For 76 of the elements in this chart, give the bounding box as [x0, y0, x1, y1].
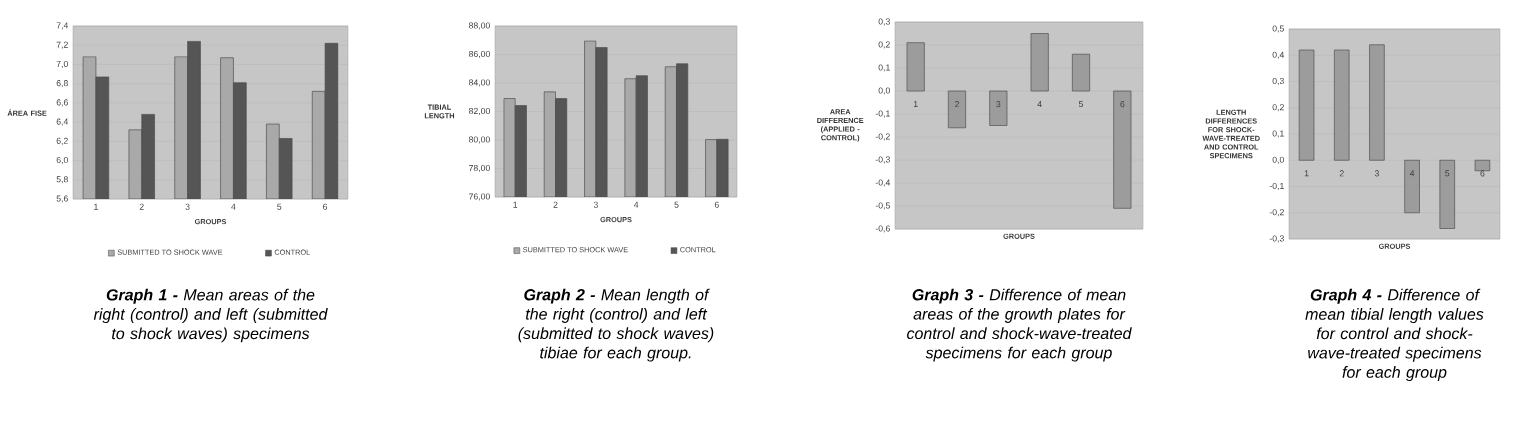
- y-tick-label: 80,00: [468, 136, 490, 144]
- x-tick-label: 3: [185, 203, 190, 210]
- y-tick-label: -0,2: [875, 133, 890, 141]
- x-tick-label: 1: [94, 203, 98, 210]
- y-tick-label: 76,00: [469, 193, 490, 201]
- bar: [989, 90, 1008, 126]
- bar: [1113, 90, 1132, 209]
- x-tick-label: 3: [593, 201, 598, 208]
- x-tick-label: 2: [553, 201, 558, 208]
- bar: [1334, 49, 1350, 161]
- x-tick-label: 1: [1304, 170, 1309, 177]
- x-tick-label: 6: [1120, 101, 1125, 108]
- y-tick-label: -0,2: [1269, 209, 1284, 217]
- bar: [1298, 49, 1315, 161]
- y-tick-label: 6,6: [56, 99, 68, 107]
- y-tick-label: 5,8: [56, 176, 68, 184]
- y-tick-label: 7,4: [56, 22, 69, 30]
- x-tick-label: 6: [714, 201, 719, 208]
- y-tick-label: -0,5: [875, 202, 890, 210]
- x-tick-label: 1: [513, 201, 518, 208]
- bar: [1369, 44, 1385, 161]
- y-tick-label: -0,3: [1269, 235, 1284, 243]
- bar: [1071, 53, 1091, 92]
- y-tick-label: 0,0: [878, 87, 890, 95]
- text: Graph 2 - Mean length of the right (control) and left (submitted to shock waves) tibiae for each group.: [518, 288, 714, 362]
- y-tick-label: 6,8: [56, 80, 68, 88]
- y-tick-label: -0,1: [1269, 182, 1284, 191]
- y-tick-label: 0,2: [878, 41, 890, 49]
- bar: [1404, 159, 1420, 214]
- y-tick-label: 0,3: [878, 18, 890, 26]
- y-tick-label: 84,00: [468, 79, 490, 87]
- y-tick-label: 6,2: [56, 137, 68, 145]
- y-tick-label: -0,4: [875, 179, 891, 187]
- y-tick-label: 0,3: [1272, 77, 1284, 86]
- x-tick-label: 2: [139, 203, 144, 210]
- bar: [906, 42, 925, 92]
- x-tick-label: 6: [323, 203, 328, 210]
- y-tick-label: 0,0: [1272, 156, 1284, 164]
- text: Graph 1 - Mean areas of the right (control) and left (submitted to shock waves) specimens: [93, 288, 328, 343]
- y-tick-label: 6,4: [56, 118, 69, 126]
- x-tick-label: 3: [1374, 170, 1379, 177]
- x-tick-label: 3: [996, 101, 1001, 108]
- x-tick-label: 4: [231, 203, 236, 210]
- x-tick-label: 5: [277, 203, 282, 210]
- x-tick-label: 4: [633, 201, 639, 208]
- y-tick-label: 82,00: [468, 107, 490, 116]
- bar: [947, 90, 967, 129]
- x-tick-label: 1: [913, 101, 918, 108]
- x-tick-label: 2: [1339, 170, 1344, 177]
- y-tick-label: 5,6: [56, 195, 68, 203]
- x-tick-label: 6: [1480, 170, 1485, 177]
- text: Graph 3 - Difference of mean areas of the growth plates for control and shock-wave-treated specimens for each group: [907, 288, 1132, 362]
- y-tick-label: -0,1: [875, 110, 890, 118]
- y-tick-label: -0,3: [875, 156, 890, 164]
- y-tick-label: 0,5: [1272, 25, 1284, 33]
- bar: [1439, 159, 1455, 229]
- text: Graph 4 - Difference of mean tibial length values for control and shock-wave-treated specimens for each group: [1305, 288, 1484, 382]
- x-tick-label: 5: [1078, 101, 1084, 108]
- x-tick-label: 2: [955, 101, 959, 108]
- bar: [1030, 33, 1049, 92]
- x-tick-label: 5: [674, 201, 679, 208]
- y-tick-label: 78,00: [469, 164, 490, 173]
- y-tick-label: 0,4: [1272, 51, 1285, 59]
- y-tick-label: -0,6: [875, 225, 890, 233]
- x-tick-label: 5: [1445, 170, 1450, 177]
- x-tick-label: 4: [1037, 101, 1042, 108]
- x-tick-label: 4: [1409, 170, 1415, 177]
- y-tick-label: 0,2: [1272, 104, 1284, 112]
- y-tick-label: 6,0: [56, 156, 68, 165]
- y-tick-label: 0,1: [878, 64, 890, 72]
- y-tick-label: 88,00: [468, 22, 490, 30]
- y-tick-label: 0,1: [1272, 130, 1284, 138]
- y-tick-label: 7,2: [56, 41, 68, 49]
- y-tick-label: 7,0: [56, 60, 68, 69]
- bar: [1474, 159, 1491, 172]
- y-tick-label: 86,00: [468, 50, 490, 59]
